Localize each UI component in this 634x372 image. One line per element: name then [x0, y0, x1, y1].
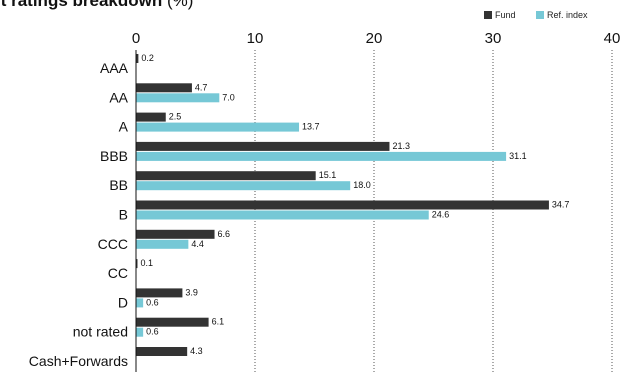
bar-ref-index — [136, 327, 144, 337]
bar-fund — [136, 54, 139, 63]
category-label: D — [118, 294, 128, 310]
data-label: 0.1 — [141, 258, 154, 268]
category-label: BBB — [100, 148, 128, 164]
data-label: 2.5 — [169, 112, 182, 122]
legend-swatch-ref-index — [536, 11, 544, 19]
bar-fund — [136, 288, 183, 298]
data-label: 4.4 — [191, 239, 204, 249]
data-label: 34.7 — [552, 200, 570, 210]
bar-ref-index — [136, 151, 507, 161]
category-label: CCC — [98, 236, 128, 252]
x-tick-label: 40 — [604, 30, 621, 47]
bar-fund — [136, 141, 390, 151]
x-axis-ticks: 0 10 20 30 40 — [132, 30, 621, 47]
data-label: 13.7 — [302, 122, 320, 132]
data-label: 0.2 — [141, 53, 154, 63]
category-label: Cash+Forwards — [29, 353, 128, 369]
category-label: B — [119, 207, 128, 223]
data-label: 24.6 — [432, 210, 450, 220]
x-tick-label: 20 — [366, 30, 383, 47]
category-label: AA — [109, 89, 128, 105]
data-label: 6.6 — [218, 229, 231, 239]
category-label: A — [119, 119, 129, 135]
data-label: 0.6 — [146, 327, 159, 337]
bar-ref-index — [136, 181, 351, 191]
chart-title: it ratings breakdown (%) — [0, 0, 193, 10]
bar-ref-index — [136, 210, 429, 220]
data-label: 6.1 — [212, 317, 225, 327]
category-label: CC — [108, 265, 128, 281]
data-label: 15.1 — [319, 170, 337, 180]
data-label: 7.0 — [222, 92, 235, 102]
data-label: 4.3 — [190, 346, 203, 356]
bar-fund — [136, 259, 138, 269]
data-label: 0.6 — [146, 297, 159, 307]
bar-ref-index — [136, 298, 144, 308]
data-labels: 0.2 4.7 7.0 2.5 13.7 21.3 31.1 15.1 18.0 34.7 24.6… — [141, 53, 570, 356]
x-tick-label: 30 — [485, 30, 502, 47]
bar-fund — [136, 200, 549, 210]
x-tick-label: 0 — [132, 30, 140, 47]
legend: Fund Ref. index — [484, 10, 588, 20]
data-label: 21.3 — [392, 141, 410, 151]
data-label: 18.0 — [353, 180, 371, 190]
bar-ref-index — [136, 93, 220, 103]
bar-fund — [136, 347, 188, 356]
bar-fund — [136, 317, 209, 327]
category-label: BB — [109, 177, 128, 193]
bar-ref-index — [136, 239, 189, 249]
data-label: 31.1 — [509, 151, 527, 161]
chart-title-main: it ratings breakdown — [0, 0, 162, 10]
bar-ref-index — [136, 122, 300, 132]
bars — [136, 54, 549, 356]
bar-fund — [136, 171, 316, 181]
bar-fund — [136, 229, 215, 239]
bar-fund — [136, 112, 166, 122]
chart-title-unit: (%) — [167, 0, 193, 10]
data-label: 4.7 — [195, 82, 208, 92]
legend-label-ref-index: Ref. index — [547, 10, 588, 20]
legend-label-fund: Fund — [495, 10, 516, 20]
bar-fund — [136, 83, 192, 93]
category-label: AAA — [100, 60, 129, 76]
x-tick-label: 10 — [247, 30, 264, 47]
data-label: 3.9 — [185, 287, 198, 297]
category-label: not rated — [73, 324, 128, 340]
legend-swatch-fund — [484, 11, 492, 19]
